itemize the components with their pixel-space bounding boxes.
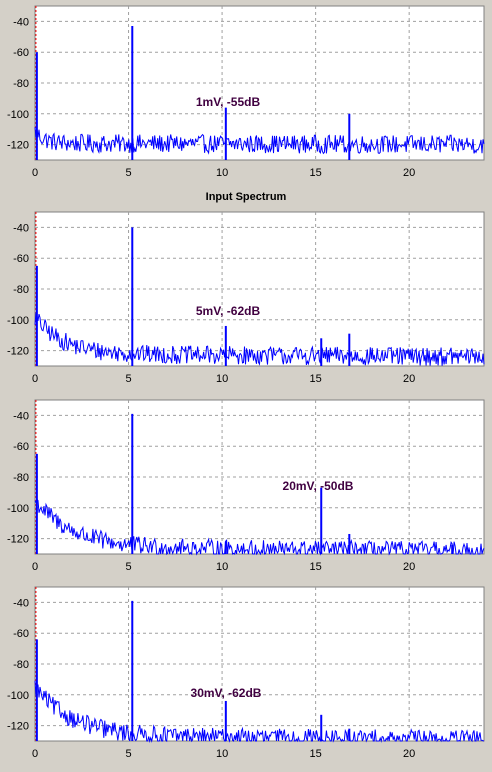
x-tick-label: 15 (310, 373, 322, 385)
y-tick-label: -40 (13, 222, 29, 234)
spectrum-panel-4: 0 5 10 15 20 -40 -60 -80 -100 -120 30mV, -62dB (0, 581, 492, 767)
spectrum-panel-1: 0 5 10 15 20 -40 -60 -80 -100 -120 1mV, -55dB (0, 0, 492, 186)
x-tick-label: 20 (403, 167, 415, 179)
y-tick-label: -60 (13, 47, 29, 59)
y-tick-label: -40 (13, 410, 29, 422)
x-tick-label: 15 (310, 748, 322, 760)
x-tick-label: 5 (125, 748, 131, 760)
spectrum-chart-3: 0 5 10 15 20 -40 -60 -80 -100 -120 20mV, -50dB (7, 399, 485, 573)
y-tick-label: -80 (13, 659, 29, 671)
y-tick-label: -100 (7, 690, 29, 702)
y-tick-label: -60 (13, 253, 29, 265)
x-tick-label: 5 (125, 373, 131, 385)
noise-trace (34, 680, 485, 743)
x-tick-label: 20 (403, 748, 415, 760)
x-tick-label: 0 (32, 167, 38, 179)
y-tick-label: -100 (7, 109, 29, 121)
x-tick-label: 20 (403, 373, 415, 385)
x-tick-label: 15 (310, 167, 322, 179)
noise-trace (34, 498, 485, 556)
y-tick-label: -40 (13, 16, 29, 28)
level-annotation: 5mV, -62dB (196, 304, 261, 318)
y-tick-label: -100 (7, 315, 29, 327)
x-tick-label: 0 (32, 748, 38, 760)
y-tick-label: -80 (13, 78, 29, 90)
y-tick-label: -40 (13, 597, 29, 609)
level-annotation: 1mV, -55dB (196, 95, 261, 109)
spectrum-chart-1: 0 5 10 15 20 -40 -60 -80 -100 -120 1mV, -55dB (7, 5, 485, 179)
spectrum-chart-4: 0 5 10 15 20 -40 -60 -80 -100 -120 30mV, -62dB (7, 586, 485, 760)
noise-trace (34, 127, 485, 155)
input-spectrum-label: Input Spectrum (205, 191, 287, 203)
spectrum-panel-3: 0 5 10 15 20 -40 -60 -80 -100 -120 20mV, -50dB (0, 394, 492, 580)
level-annotation: 20mV, -50dB (283, 479, 354, 493)
x-tick-label: 10 (216, 373, 228, 385)
y-tick-label: -120 (7, 346, 29, 358)
y-tick-label: -100 (7, 503, 29, 515)
y-tick-label: -80 (13, 472, 29, 484)
y-tick-label: -60 (13, 441, 29, 453)
x-tick-label: 5 (125, 561, 131, 573)
spectrum-panel-2: 0 5 10 15 20 -40 -60 -80 -100 -120 5mV, -62dB (0, 206, 492, 392)
x-tick-label: 20 (403, 561, 415, 573)
noise-trace (34, 312, 485, 366)
x-tick-label: 10 (216, 748, 228, 760)
x-tick-label: 0 (32, 373, 38, 385)
x-tick-label: 10 (216, 167, 228, 179)
x-tick-label: 15 (310, 561, 322, 573)
x-tick-label: 10 (216, 561, 228, 573)
x-tick-label: 5 (125, 167, 131, 179)
x-tick-label: 0 (32, 561, 38, 573)
spectrum-chart-2: 0 5 10 15 20 -40 -60 -80 -100 -120 5mV, -62dB (7, 211, 485, 385)
y-tick-label: -80 (13, 284, 29, 296)
y-tick-label: -120 (7, 140, 29, 152)
level-annotation: 30mV, -62dB (191, 686, 262, 700)
y-tick-label: -120 (7, 534, 29, 546)
y-tick-label: -120 (7, 721, 29, 733)
y-tick-label: -60 (13, 628, 29, 640)
